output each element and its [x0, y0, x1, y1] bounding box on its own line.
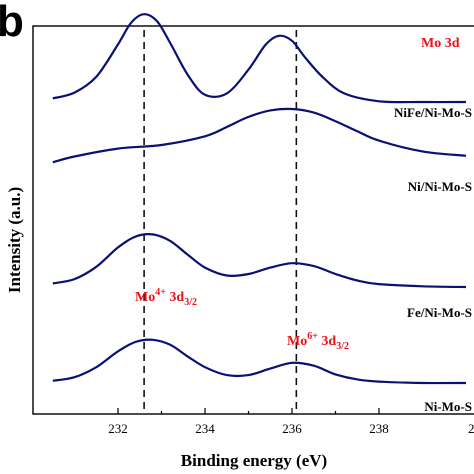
x-tick-label: 238: [369, 421, 389, 436]
annot-sup: 6+: [307, 331, 318, 342]
annot-sup: 4+: [155, 287, 166, 298]
series-label: Fe/Ni-Mo-S: [407, 305, 472, 320]
series-label: Ni-Mo-S: [424, 399, 472, 414]
x-tick-label: 234: [195, 421, 215, 436]
y-axis-title: Intensity (a.u.): [5, 187, 24, 293]
annot-main: Mo: [135, 290, 155, 305]
annot-orbital: 3d: [318, 334, 337, 349]
annot-sub: 3/2: [184, 297, 197, 308]
annot-orbital: 3d: [166, 290, 185, 305]
peak-annotation: Mo4+ 3d3/2: [135, 287, 197, 308]
chart-title: Mo 3d: [421, 36, 460, 51]
series-label: Ni/Ni-Mo-S: [408, 179, 472, 194]
panel-letter: b: [0, 0, 24, 46]
series-curves: [52, 13, 467, 385]
annot-sub: 3/2: [336, 341, 349, 352]
x-ticks: 232 234 236 238 2: [108, 408, 474, 436]
series-line: [52, 233, 467, 289]
plot-frame: [32, 25, 474, 415]
peak-annotation: Mo6+ 3d3/2: [287, 331, 349, 352]
x-tick-label-partial: 2: [468, 421, 474, 436]
x-axis-title: Binding energy (eV): [181, 451, 327, 470]
x-tick-label: 236: [282, 421, 302, 436]
x-tick-label: 232: [108, 421, 128, 436]
series-line: [52, 13, 467, 104]
reference-lines: [143, 30, 298, 410]
series-labels: NiFe/Ni-Mo-S Ni/Ni-Mo-S Fe/Ni-Mo-S Ni-Mo-S: [394, 105, 472, 414]
series-label: NiFe/Ni-Mo-S: [394, 105, 472, 120]
annot-main: Mo: [287, 334, 307, 349]
series-line: [52, 107, 467, 164]
series-line: [52, 338, 467, 385]
